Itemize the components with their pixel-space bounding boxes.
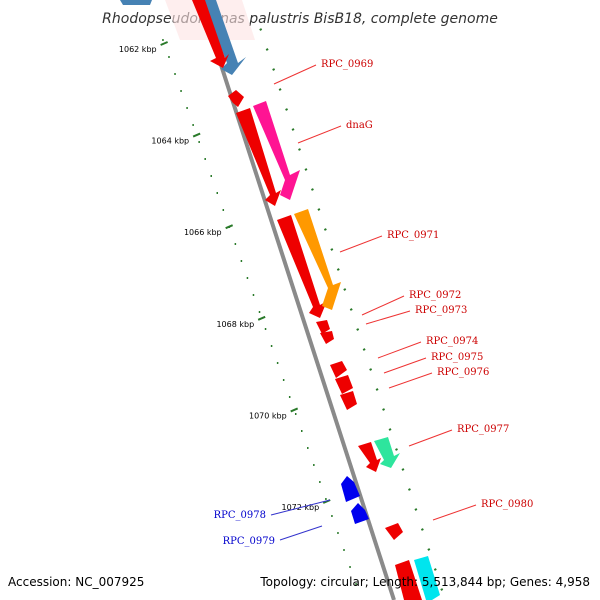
kbp-label: 1062 kbp — [119, 45, 157, 54]
tick-mark — [265, 48, 269, 51]
gene-feature-steelblue — [203, 0, 246, 75]
tick-mark — [304, 168, 308, 171]
kbp-label: 1066 kbp — [184, 228, 222, 237]
tick-mark — [310, 188, 314, 191]
label-rpc-0980: RPC_0980 — [481, 499, 533, 510]
gene-feature-rpc-0979 — [351, 503, 369, 524]
gene-feature-rpc-0974 — [330, 361, 347, 378]
gene-feature-red-0968 — [192, 0, 229, 68]
gene-feature-dnag — [253, 101, 300, 200]
leader-line — [297, 125, 342, 144]
outer-tick-ring — [259, 28, 444, 591]
gene-feature-rpc-0978 — [341, 476, 360, 502]
tick-mark — [440, 588, 444, 591]
label-rpc-0977: RPC_0977 — [457, 424, 509, 435]
gene-feature-red-c — [358, 442, 381, 472]
tick-mark — [298, 148, 301, 151]
tick-mark — [323, 228, 327, 231]
accession-text: Accession: NC_007925 — [8, 575, 144, 589]
kbp-label: 1068 kbp — [216, 320, 254, 329]
tick-mark — [427, 548, 431, 551]
tick-mark — [395, 448, 398, 451]
kbp-scale: 1062 kbp 1064 kbp 1066 kbp 1068 kbp 1070 kbp… — [119, 41, 331, 512]
leader-line — [273, 64, 317, 85]
label-dnag: dnaG — [346, 120, 373, 131]
gene-feature-rpc-0969 — [228, 90, 244, 107]
tick-mark — [433, 568, 437, 571]
gene-feature-rpc-0973 — [320, 331, 334, 344]
tick-mark — [388, 428, 392, 431]
gene-feature-rpc-0971 — [294, 209, 341, 310]
tick-mark — [285, 108, 289, 111]
label-rpc-0975: RPC_0975 — [431, 352, 483, 363]
tick-mark — [336, 268, 340, 271]
label-rpc-0973: RPC_0973 — [415, 305, 467, 316]
label-rpc-0976: RPC_0976 — [437, 367, 489, 378]
gene-feature-rpc-0975 — [335, 375, 353, 394]
gene-feature-red-b — [277, 215, 327, 318]
gene-feature-cyan — [414, 556, 440, 600]
leader-line — [432, 504, 477, 521]
leader-line — [388, 372, 433, 389]
label-rpc-0971: RPC_0971 — [387, 230, 439, 241]
kbp-tick — [225, 224, 234, 230]
leader-line — [270, 499, 331, 516]
kbp-tick — [290, 407, 299, 413]
tick-mark — [349, 308, 353, 311]
gene-feature-rpc-0980 — [385, 523, 403, 540]
label-rpc-0978: RPC_0978 — [214, 510, 266, 521]
kbp-tick — [192, 132, 201, 138]
tick-mark — [356, 328, 360, 331]
gene-labels: RPC_0969 dnaG RPC_0971 RPC_0972 RPC_0973… — [214, 59, 534, 547]
label-rpc-0972: RPC_0972 — [409, 290, 461, 301]
inner-tick-ring — [162, 39, 357, 585]
tick-mark — [401, 468, 405, 471]
gene-feature-rpc-0976 — [340, 391, 357, 410]
label-rpc-0979: RPC_0979 — [223, 536, 275, 547]
tick-mark — [330, 248, 334, 251]
genome-summary-text: Topology: circular; Length: 5,513,844 bp… — [259, 575, 590, 589]
tick-mark — [407, 488, 411, 491]
tick-mark — [272, 68, 276, 71]
map-title: Rhodopseudomonas palustris BisB18, compl… — [102, 11, 498, 27]
leader-line — [365, 310, 411, 325]
plus-strand-features — [120, 0, 440, 600]
tick-mark — [259, 28, 263, 31]
label-rpc-0969: RPC_0969 — [321, 59, 373, 70]
kbp-label: 1070 kbp — [249, 411, 287, 420]
minus-strand-features — [341, 476, 369, 524]
tick-mark — [362, 348, 366, 351]
gene-feature-rpc-0977 — [374, 437, 400, 468]
kbp-tick — [160, 41, 169, 46]
tick-mark — [420, 528, 424, 531]
gene-feature-red-a — [236, 108, 281, 206]
gene-feature-red-d — [395, 560, 422, 600]
kbp-tick — [257, 315, 266, 321]
kbp-label: 1064 kbp — [151, 137, 189, 146]
label-rpc-0974: RPC_0974 — [426, 336, 478, 347]
tick-mark — [343, 288, 347, 291]
leader-line — [279, 525, 323, 541]
gene-feature-rpc-0972 — [316, 320, 330, 334]
tick-mark — [382, 408, 386, 411]
leader-line — [383, 357, 427, 374]
leader-line — [339, 235, 383, 253]
leader-line — [377, 341, 422, 359]
leader-line — [361, 295, 405, 316]
tick-mark — [369, 368, 373, 371]
tick-mark — [291, 128, 295, 131]
leader-line — [408, 429, 453, 447]
gene-feature-steelblue-top — [120, 0, 152, 5]
tick-mark — [414, 508, 418, 511]
tick-mark — [317, 208, 321, 211]
tick-mark — [375, 388, 379, 391]
tick-mark — [278, 88, 282, 91]
